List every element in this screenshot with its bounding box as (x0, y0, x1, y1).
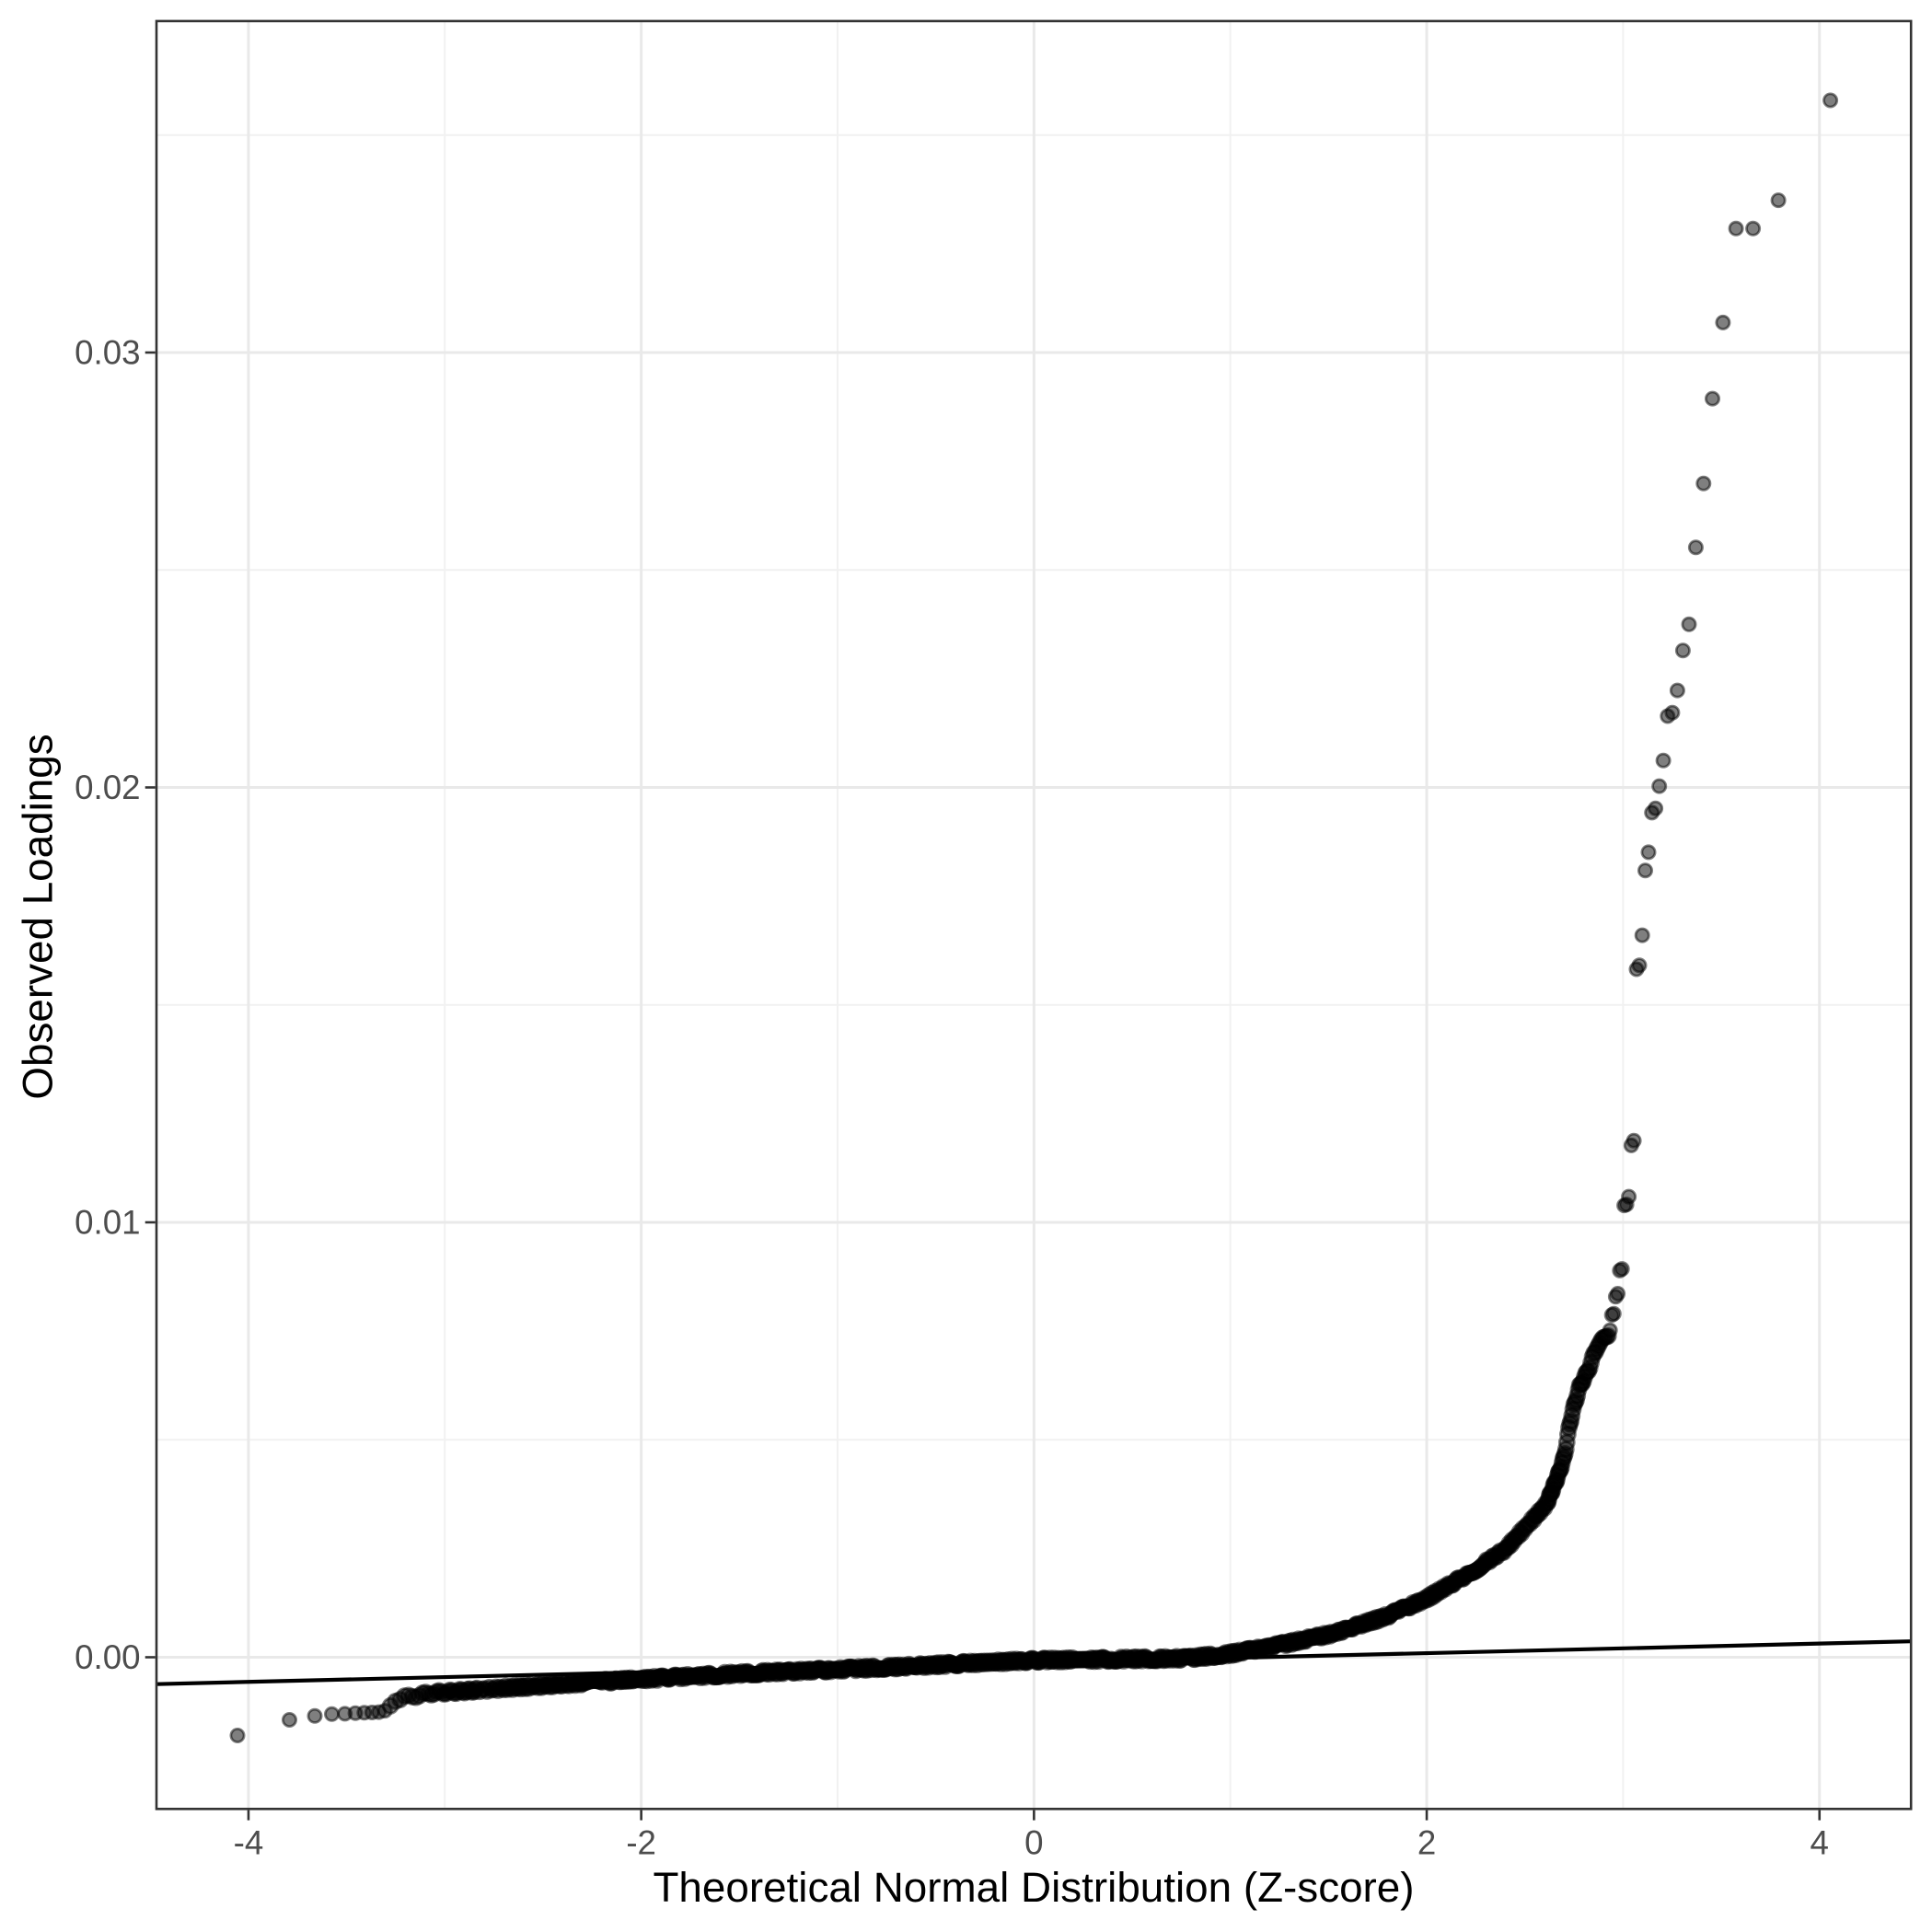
svg-text:Observed Loadings: Observed Loadings (15, 734, 62, 1099)
svg-text:0.02: 0.02 (75, 769, 140, 806)
svg-text:0: 0 (1024, 1824, 1043, 1862)
svg-text:4: 4 (1811, 1824, 1829, 1862)
svg-text:0.03: 0.03 (75, 334, 140, 372)
svg-text:0.00: 0.00 (75, 1638, 140, 1676)
svg-text:-4: -4 (234, 1824, 264, 1862)
svg-text:Theoretical Normal Distributio: Theoretical Normal Distribution (Z-score… (653, 1864, 1414, 1911)
svg-text:-2: -2 (626, 1824, 656, 1862)
svg-text:0.01: 0.01 (75, 1204, 140, 1242)
svg-text:2: 2 (1417, 1824, 1436, 1862)
